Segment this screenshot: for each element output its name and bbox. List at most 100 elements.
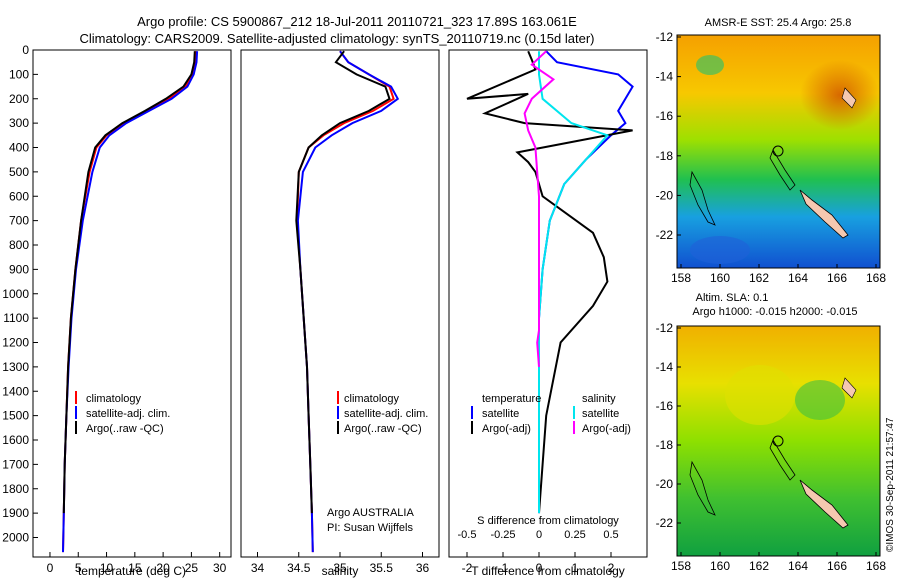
sst-map-lat-label: -12 <box>656 30 674 44</box>
sla-argo-position <box>772 435 784 447</box>
argo-annotation-2: PI: Susan Wijffels <box>327 522 413 534</box>
sla-reef-outline-1 <box>689 460 716 516</box>
sst-cool-patch <box>696 55 724 75</box>
difference-panel: -2 -1 0 1 2 T difference from climatology S … <box>448 49 648 578</box>
sal-legend-satellite: satellite-adj. clim. <box>344 408 428 420</box>
temp-legend-argo: Argo(..raw -QC) <box>86 423 164 435</box>
difference-legend: temperature satellite Argo(-adj) salinit… <box>471 393 631 435</box>
s-diff-tick-label: -0.25 <box>490 529 515 541</box>
sla-map-lat-label: -18 <box>656 438 674 452</box>
sal-legend-argo: Argo(..raw -QC) <box>344 423 422 435</box>
difference-series-1 <box>466 50 633 514</box>
s-diff-tick-label: 0 <box>536 529 542 541</box>
difference-xtick-label: -2 <box>462 561 473 575</box>
depth-tick-label: 800 <box>9 238 29 252</box>
sla-map-lat-label: -20 <box>656 477 674 491</box>
sla-map-lat-label: -12 <box>656 321 674 335</box>
sst-island-new-caledonia <box>799 189 849 239</box>
depth-tick-label: 1100 <box>3 311 29 325</box>
argo-annotation-1: Argo AUSTRALIA <box>327 507 414 519</box>
depth-tick-label: 1200 <box>2 336 29 350</box>
depth-tick-label: 1400 <box>2 384 29 398</box>
temperature-series-1 <box>62 51 199 553</box>
temperature-series-0 <box>62 51 197 553</box>
sst-map-lat-label: -22 <box>656 228 674 242</box>
sst-island-vanuatu <box>841 87 857 109</box>
sla-map-lat-label: -14 <box>656 360 674 374</box>
difference-series-2 <box>538 51 610 514</box>
sst-map-lat-label: -16 <box>656 109 674 123</box>
s-diff-tick-label: 0.5 <box>603 529 618 541</box>
depth-tick-label: 300 <box>9 116 29 130</box>
t-diff-xlabel: T difference from climatology <box>471 564 625 578</box>
difference-xtick-label: 2 <box>608 561 615 575</box>
depth-tick-label: 1000 <box>2 287 29 301</box>
sst-map-title: AMSR-E SST: 25.4 Argo: 25.8 <box>705 17 852 29</box>
sla-map-lat-label: -22 <box>656 516 674 530</box>
sst-map-lat-label: -14 <box>656 70 674 84</box>
depth-tick-label: 200 <box>9 92 29 106</box>
imos-watermark: ©IMOS 30-Sep-2011 21:57:47 <box>885 417 896 552</box>
sst-map-lat-label: -18 <box>656 149 674 163</box>
diff-legend-temp-title: temperature <box>482 393 541 405</box>
sla-low-patch <box>795 380 845 420</box>
sla-map-lon-label: 168 <box>866 559 886 573</box>
sla-high-patch <box>725 365 795 425</box>
depth-tick-label: 500 <box>9 165 29 179</box>
temperature-xtick-label: 25 <box>185 561 199 575</box>
salinity-legend: climatology satellite-adj. clim. Argo(..… <box>337 391 428 435</box>
sla-map-lon-label: 162 <box>749 559 769 573</box>
diff-legend-sal-title: salinity <box>582 393 616 405</box>
temperature-panel: 0100200300400500600700800900100011001200… <box>2 43 232 578</box>
depth-tick-label: 1600 <box>2 433 29 447</box>
sla-reef-outline-2 <box>769 439 796 481</box>
sla-map-title1: Altim. SLA: 0.1 <box>696 292 769 304</box>
sst-map-lon-label: 158 <box>671 271 691 285</box>
temp-legend-climatology: climatology <box>86 393 142 405</box>
salinity-xtick-label: 35 <box>333 561 347 575</box>
salinity-xtick-label: 34 <box>251 561 265 575</box>
temperature-xlabel: temperature (deg C) <box>78 564 186 578</box>
depth-tick-label: 1700 <box>2 457 29 471</box>
depth-tick-label: 1800 <box>2 482 29 496</box>
sla-island-new-caledonia <box>799 479 849 529</box>
temperature-xtick-label: 20 <box>156 561 170 575</box>
temp-legend-satellite: satellite-adj. clim. <box>86 408 170 420</box>
sla-map-lon-label: 158 <box>671 559 691 573</box>
depth-tick-label: 1300 <box>2 360 29 374</box>
sal-legend-climatology: climatology <box>344 393 400 405</box>
depth-tick-label: 2000 <box>2 531 29 545</box>
difference-xtick-label: -1 <box>498 561 509 575</box>
sst-map-lon-label: 168 <box>866 271 886 285</box>
temperature-xtick-label: 30 <box>213 561 227 575</box>
header-line2: Climatology: CARS2009. Satellite-adjuste… <box>80 31 595 46</box>
sst-map-lon-label: 160 <box>710 271 730 285</box>
depth-tick-label: 1500 <box>2 409 29 423</box>
depth-tick-label: 900 <box>9 262 29 276</box>
diff-legend-s-argo: Argo(-adj) <box>582 423 631 435</box>
diff-legend-s-satellite: satellite <box>582 408 619 420</box>
depth-tick-label: 400 <box>9 141 29 155</box>
sst-reef-outline-1 <box>689 170 716 226</box>
sla-field <box>677 326 880 556</box>
sla-map-lon-label: 166 <box>827 559 847 573</box>
sst-map-lon-label: 164 <box>788 271 808 285</box>
salinity-xtick-label: 35.5 <box>370 561 394 575</box>
sla-map-title2: Argo h1000: -0.015 h2000: -0.015 <box>692 306 857 318</box>
temperature-series-2 <box>62 51 196 514</box>
sst-map-lon-label: 166 <box>827 271 847 285</box>
salinity-panel: 34 34.5 35 35.5 36 salinity climatology sate… <box>240 49 440 578</box>
sst-map-lat-label: -20 <box>656 188 674 202</box>
sla-map-frame <box>676 325 881 557</box>
difference-series-3 <box>523 50 556 367</box>
s-diff-tick-label: -0.5 <box>458 529 477 541</box>
sst-map-lon-label: 162 <box>749 271 769 285</box>
salinity-series-2 <box>295 50 391 514</box>
sst-map: AMSR-E SST: 25.4 Argo: 25.8 158 160 162 164… <box>656 17 887 285</box>
salinity-xtick-label: 36 <box>416 561 430 575</box>
temperature-xtick-label: 0 <box>47 561 54 575</box>
depth-tick-label: 1900 <box>2 506 29 520</box>
sst-reef-outline-2 <box>769 149 796 191</box>
sst-warm-patch <box>800 60 880 130</box>
